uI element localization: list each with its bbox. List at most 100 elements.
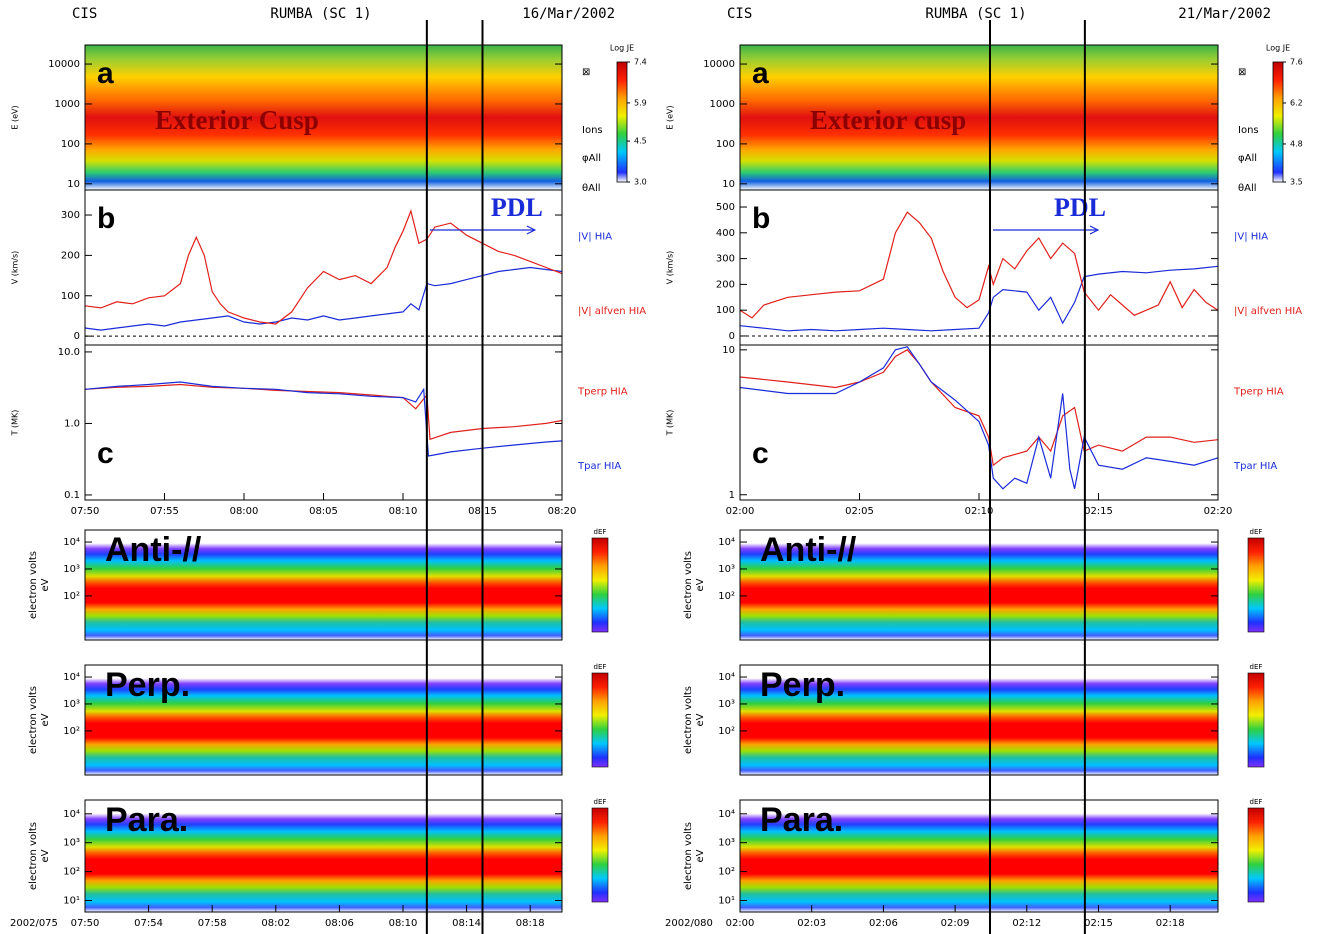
x-tick-label: 08:10 <box>389 918 418 929</box>
y-tick-label: 10⁴ <box>63 672 80 683</box>
panel-label: Para. <box>105 801 188 839</box>
y-tick-label: 10⁴ <box>718 672 735 683</box>
panel-label: a <box>97 57 114 90</box>
side-label: φAll <box>582 153 601 164</box>
y-tick-label: 10² <box>718 867 735 878</box>
x-tick-label: 07:54 <box>134 918 163 929</box>
annotation: PDL <box>491 193 543 222</box>
y-axis-label: V (km/s) <box>11 251 20 285</box>
legend-label: Tperp HIA <box>577 387 628 398</box>
x-tick-label: 07:50 <box>71 918 100 929</box>
x-tick-label: 07:50 <box>71 506 100 517</box>
colorbar <box>591 807 609 903</box>
plot-frame <box>84 664 563 776</box>
x-tick-label: 02:18 <box>1156 918 1185 929</box>
panel-label: a <box>752 57 769 90</box>
plot-frame <box>84 799 563 913</box>
y-tick-label: 1.0 <box>64 418 80 429</box>
colorbar-title: dEF <box>1250 528 1263 536</box>
pdl-arrowhead <box>526 225 537 235</box>
colorbar-title: dEF <box>594 663 607 671</box>
header-date: 16/Mar/2002 <box>522 6 615 22</box>
x-tick-label: 08:14 <box>452 918 481 929</box>
y-tick-label: 10.0 <box>58 347 80 358</box>
side-label: Ions <box>1238 125 1259 136</box>
x-tick-label: 02:00 <box>726 506 755 517</box>
panel-label: b <box>97 202 115 235</box>
y-tick-label: 10³ <box>718 699 735 710</box>
y-tick-label: 0 <box>729 331 735 342</box>
colorbar <box>1247 537 1265 633</box>
x-tick-label: 07:55 <box>150 506 179 517</box>
colorbar-tick-label: 5.9 <box>634 98 647 107</box>
y-axis-label: E (eV) <box>666 105 675 129</box>
colorbar-title: dEF <box>1250 798 1263 806</box>
y-tick-label: 10² <box>63 726 80 737</box>
colorbar <box>591 537 609 633</box>
colorbar <box>1247 807 1265 903</box>
panel-label: Perp. <box>760 666 845 704</box>
panel-label: Para. <box>760 801 843 839</box>
header-instrument: CIS <box>72 6 97 22</box>
y-tick-label: 500 <box>716 202 735 213</box>
colorbar-tick-label: 7.4 <box>634 58 647 67</box>
y-tick-label: 0 <box>74 331 80 342</box>
colorbar-title: dEF <box>1250 663 1263 671</box>
x-tick-label: 08:06 <box>325 918 354 929</box>
header-mode: RUMBA (SC 1) <box>270 6 371 22</box>
y-tick-label: 100 <box>61 139 80 150</box>
plot-frame <box>739 529 1219 641</box>
y-tick-label: 10 <box>722 345 735 356</box>
side-label: ⊠ <box>1238 67 1246 78</box>
annotation: PDL <box>1054 193 1106 222</box>
y-axis-label: electron volts <box>683 822 694 890</box>
y-tick-label: 10² <box>718 726 735 737</box>
y-tick-label: 10⁴ <box>718 537 735 548</box>
series-line <box>84 266 563 331</box>
plot-frame <box>84 529 563 641</box>
colorbar <box>1272 61 1284 183</box>
x-tick-label: 08:05 <box>309 506 338 517</box>
y-axis-label: E (eV) <box>11 105 20 129</box>
y-axis-label: T (MK) <box>666 410 675 437</box>
y-axis-label: electron volts <box>683 686 694 754</box>
side-label: ⊠ <box>582 67 590 78</box>
y-tick-label: 10000 <box>703 59 735 70</box>
colorbar-title: Log JE <box>610 44 634 53</box>
y-tick-label: 10³ <box>718 564 735 575</box>
panel-label: Anti-// <box>105 531 202 569</box>
x-tick-label: 02:00 <box>726 918 755 929</box>
legend-label: |V| alfven HIA <box>578 306 646 317</box>
plot-frame <box>739 664 1219 776</box>
x-tick-label: 08:00 <box>230 506 259 517</box>
colorbar-title: dEF <box>594 528 607 536</box>
x-tick-label: 02:10 <box>965 506 994 517</box>
legend-label: Tperp HIA <box>1233 387 1284 398</box>
y-axis-label: electron volts <box>683 551 694 619</box>
x-tick-label: 02:09 <box>941 918 970 929</box>
spectrogram-image <box>740 45 1218 190</box>
colorbar <box>591 672 609 768</box>
series-line <box>84 209 563 325</box>
y-axis-label: electron volts <box>28 551 39 619</box>
y-tick-label: 10³ <box>718 838 735 849</box>
spectrogram-image <box>740 665 1218 775</box>
x-tick-label: 02:12 <box>1012 918 1041 929</box>
annotation: Exterior Cusp <box>155 105 319 135</box>
x-tick-label: 02:20 <box>1204 506 1233 517</box>
y-tick-label: 10¹ <box>63 895 80 906</box>
x-tick-label: 07:58 <box>198 918 227 929</box>
y-tick-label: 300 <box>716 254 735 265</box>
y-axis-label: eV <box>695 849 706 862</box>
colorbar-tick-label: 6.2 <box>1290 98 1303 107</box>
x-tick-label: 02:15 <box>1084 918 1113 929</box>
x-tick-label: 08:02 <box>261 918 290 929</box>
y-tick-label: 100 <box>716 139 735 150</box>
header-instrument: CIS <box>727 6 752 22</box>
y-tick-label: 10³ <box>63 838 80 849</box>
x-tick-label: 02:15 <box>1084 506 1113 517</box>
date-label: 2002/075 <box>10 918 58 929</box>
y-tick-label: 400 <box>716 228 735 239</box>
y-tick-label: 1 <box>729 490 735 501</box>
colorbar-tick-label: 3.5 <box>1290 178 1303 187</box>
